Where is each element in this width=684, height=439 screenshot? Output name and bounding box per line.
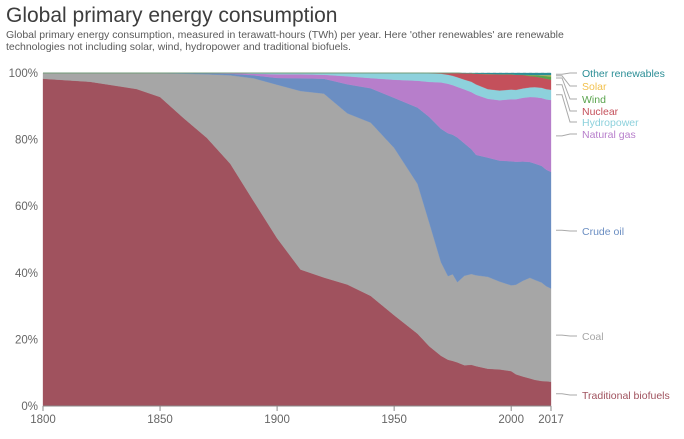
x-tick-label: 2017 (538, 414, 564, 426)
y-tick-label: 80% (15, 135, 38, 147)
legend-leader-line (556, 133, 577, 137)
x-tick-label: 1950 (381, 414, 407, 426)
legend-label-traditional-biofuels: Traditional biofuels (582, 390, 670, 402)
legend-label-natural-gas: Natural gas (582, 129, 636, 141)
legend-leader-line (556, 94, 577, 123)
y-axis: 0% 20% 40% 60% 80% 100% (9, 68, 38, 413)
y-tick-label: 100% (9, 68, 38, 80)
y-tick-label: 40% (15, 268, 38, 280)
legend: Other renewablesSolarWindNuclearHydropow… (556, 68, 670, 402)
legend-leader-line (556, 77, 577, 100)
legend-leader-line (556, 84, 577, 112)
x-axis: 1800 1850 1900 1950 2000 2017 (30, 405, 564, 426)
legend-label-wind: Wind (582, 94, 606, 106)
y-tick-label: 20% (15, 334, 38, 346)
legend-leader-line (556, 393, 577, 396)
legend-leader-line (556, 334, 577, 337)
legend-leader-line (556, 72, 577, 75)
legend-label-coal: Coal (582, 331, 604, 343)
x-tick-label: 2000 (498, 414, 524, 426)
legend-leader-line (556, 229, 577, 232)
y-tick-label: 60% (15, 201, 38, 213)
x-tick-label: 1900 (264, 414, 290, 426)
legend-label-nuclear: Nuclear (582, 106, 619, 118)
y-tick-label: 0% (21, 401, 38, 413)
legend-label-other-renewables: Other renewables (582, 68, 665, 80)
chart-subtitle: Global primary energy consumption, measu… (6, 29, 564, 53)
legend-label-solar: Solar (582, 81, 607, 93)
chart-title: Global primary energy consumption (6, 4, 338, 27)
legend-label-hydropower: Hydropower (582, 117, 639, 129)
series-areas (42, 72, 552, 407)
legend-label-crude-oil: Crude oil (582, 226, 624, 238)
legend-leader-line (556, 75, 577, 87)
x-tick-label: 1800 (30, 414, 56, 426)
area-other-renewables (43, 72, 552, 76)
x-tick-label: 1850 (147, 414, 173, 426)
